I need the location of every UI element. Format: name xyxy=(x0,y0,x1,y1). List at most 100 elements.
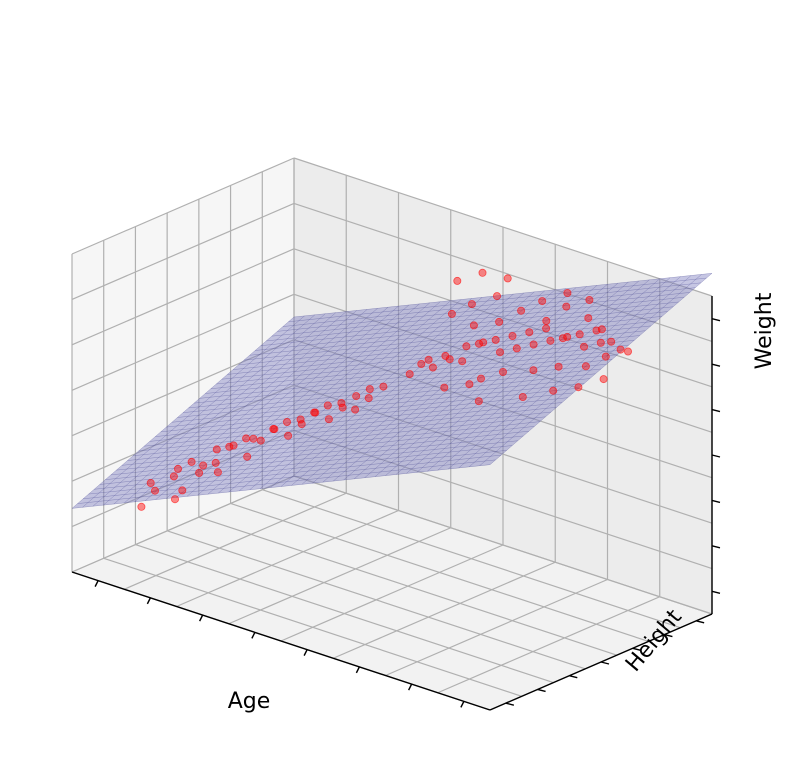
data-point xyxy=(585,295,594,304)
grid-z-back xyxy=(293,430,713,570)
plane-mesh-line xyxy=(260,301,679,346)
z-tick xyxy=(711,454,721,458)
grid-y-floor xyxy=(230,502,649,642)
data-point xyxy=(529,340,538,349)
z-tick xyxy=(711,363,721,367)
data-point xyxy=(269,424,278,433)
y-tick xyxy=(632,647,641,651)
y-tick xyxy=(569,675,578,679)
data-point xyxy=(474,397,483,406)
x-axis-label: Age xyxy=(228,689,271,714)
data-point xyxy=(492,292,501,301)
x-tick xyxy=(460,701,465,708)
data-point xyxy=(150,486,159,495)
plane-mesh-line xyxy=(322,290,545,483)
plane-mesh-line xyxy=(406,281,629,474)
plane-mesh-line xyxy=(448,277,671,470)
data-point xyxy=(599,375,608,384)
plane-mesh-line xyxy=(249,311,668,356)
plane-mesh-line xyxy=(291,293,514,486)
plane-mesh-line xyxy=(343,288,566,481)
data-point xyxy=(518,392,527,401)
grid-z-back xyxy=(293,157,713,297)
y-tick xyxy=(505,702,515,706)
data-point xyxy=(584,314,593,323)
data-point xyxy=(212,445,221,454)
data-point xyxy=(178,486,187,495)
plane-mesh-line xyxy=(221,335,640,380)
data-point xyxy=(495,348,504,357)
data-point xyxy=(447,309,456,318)
data-point xyxy=(296,415,305,424)
z-tick xyxy=(711,499,721,504)
plane-mesh-line xyxy=(489,273,713,465)
plane-mesh-line xyxy=(238,320,657,366)
data-point xyxy=(575,330,584,339)
x-tick xyxy=(94,580,99,587)
data-point xyxy=(495,317,504,326)
x-tick xyxy=(407,683,413,691)
data-point xyxy=(187,457,196,466)
data-point xyxy=(601,352,610,361)
grid-z-back xyxy=(293,293,713,433)
grid-z-back xyxy=(293,475,713,615)
grid-z-side xyxy=(71,475,295,573)
data-point xyxy=(173,464,182,473)
data-point xyxy=(616,345,625,354)
grid-y-floor xyxy=(135,544,554,684)
data-point xyxy=(284,431,293,440)
data-point xyxy=(562,302,571,311)
plane-mesh-line xyxy=(427,279,650,472)
x-tick xyxy=(146,597,152,605)
data-point xyxy=(242,434,251,443)
data-point xyxy=(243,452,252,461)
plane-mesh-line xyxy=(293,273,713,318)
data-point xyxy=(458,357,467,366)
y-tick xyxy=(600,661,610,665)
plane-mesh-line xyxy=(385,284,608,476)
grid-y-floor xyxy=(166,530,586,670)
axis-ticks xyxy=(71,296,721,711)
grid-z-side xyxy=(71,293,295,391)
grid-z-back xyxy=(293,248,713,388)
grid-x-floor xyxy=(437,596,660,694)
plane-mesh-line xyxy=(182,368,602,413)
data-point xyxy=(364,394,373,403)
data-point xyxy=(440,383,449,392)
z-tick xyxy=(711,590,721,594)
grid-x-floor xyxy=(333,561,556,659)
data-point xyxy=(352,392,361,401)
grid-x-floor xyxy=(176,509,399,608)
grid-y-floor xyxy=(103,557,522,697)
grid-y-floor xyxy=(198,516,618,656)
data-point xyxy=(525,328,534,337)
grid-z-side xyxy=(71,202,295,300)
data-point xyxy=(503,274,512,283)
grid-z-side xyxy=(71,384,295,482)
plane-mesh-line xyxy=(354,287,577,480)
data-point xyxy=(225,442,234,451)
plane-mesh-line xyxy=(199,354,618,399)
data-point xyxy=(365,385,374,394)
data-point xyxy=(462,342,471,351)
plane-mesh-line xyxy=(255,306,674,351)
plane-mesh-line xyxy=(216,340,635,385)
data-point xyxy=(170,495,179,504)
data-point xyxy=(405,370,414,379)
data-point xyxy=(324,415,333,424)
data-point xyxy=(417,359,426,368)
plane-mesh-line xyxy=(364,286,587,478)
plane-mesh-line xyxy=(312,291,535,484)
y-tick xyxy=(537,688,546,693)
data-point xyxy=(491,335,500,344)
plane-mesh-line xyxy=(194,359,613,404)
plane-mesh-line xyxy=(333,289,556,482)
y-tick xyxy=(664,633,673,638)
plane-mesh-line xyxy=(374,285,598,477)
data-point xyxy=(441,351,450,360)
data-point xyxy=(597,325,606,334)
plane-mesh-line xyxy=(301,292,525,485)
data-point xyxy=(211,458,220,467)
data-point xyxy=(596,338,605,347)
